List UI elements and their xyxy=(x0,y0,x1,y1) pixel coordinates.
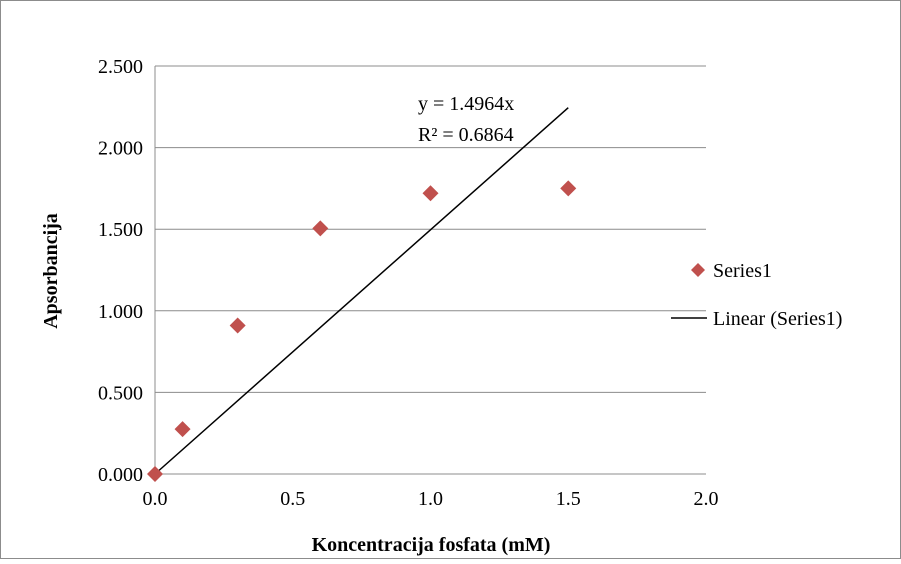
x-tick-label: 1.5 xyxy=(556,488,581,510)
data-points xyxy=(147,180,577,482)
y-tick-label: 1.500 xyxy=(98,219,143,241)
data-point xyxy=(174,421,191,438)
x-tick-label: 1.0 xyxy=(418,488,443,510)
tick-labels: 0.000 0.500 1.000 1.500 2.000 2.500 0.0 0.5 1.0 1… xyxy=(98,56,719,510)
axes xyxy=(154,66,706,475)
y-axis-title: Apsorbancija xyxy=(40,213,62,329)
x-axis-title: Koncentracija fosfata (mM) xyxy=(312,534,551,556)
legend-diamond-icon xyxy=(691,263,705,277)
legend: Series1 Linear (Series1) xyxy=(671,260,842,330)
y-tick-label: 2.500 xyxy=(98,56,143,78)
trendline-r-squared: R² = 0.6864 xyxy=(418,124,514,146)
trendline-layer xyxy=(154,107,569,475)
x-tick-label: 0.5 xyxy=(280,488,305,510)
data-point xyxy=(422,185,439,202)
trendline xyxy=(154,107,569,475)
data-point xyxy=(312,220,329,237)
legend-marker-series1 xyxy=(691,263,705,277)
legend-label-trendline: Linear (Series1) xyxy=(713,308,842,330)
legend-label-series1: Series1 xyxy=(713,260,772,282)
data-point xyxy=(229,317,246,334)
x-tick-label: 0.0 xyxy=(143,488,168,510)
y-tick-label: 2.000 xyxy=(98,138,143,160)
data-point xyxy=(560,180,577,197)
trendline-equation: y = 1.4964x xyxy=(418,93,514,115)
x-tick-label: 2.0 xyxy=(694,488,719,510)
y-tick-label: 1.000 xyxy=(98,301,143,323)
y-tick-label: 0.500 xyxy=(98,382,143,404)
y-tick-label: 0.000 xyxy=(98,464,143,486)
data-point xyxy=(147,466,163,482)
